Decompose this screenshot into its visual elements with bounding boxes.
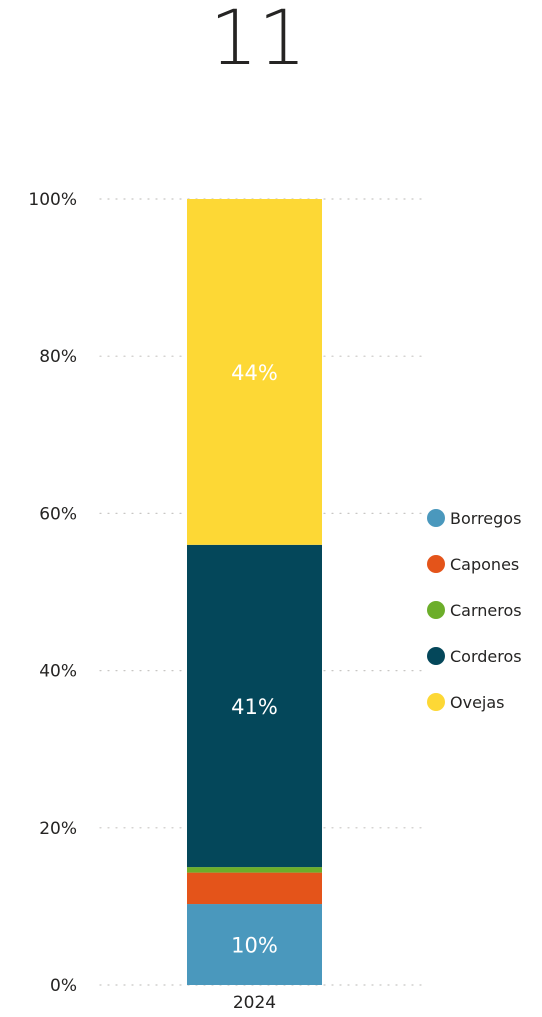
y-tick-label: 80% (39, 347, 77, 367)
legend-swatch (427, 693, 445, 711)
x-axis-ticks: 2024 (233, 993, 276, 1013)
bar-segments (187, 199, 322, 985)
legend-item-capones[interactable]: Capones (427, 555, 519, 574)
legend-item-carneros[interactable]: Carneros (427, 601, 522, 620)
y-tick-label: 60% (39, 504, 77, 524)
legend-item-borregos[interactable]: Borregos (427, 509, 521, 528)
bar-segment-capones[interactable] (187, 872, 322, 905)
y-tick-label: 20% (39, 819, 77, 839)
bar-segment-carneros[interactable] (187, 867, 322, 873)
y-axis-ticks: 0% 20% 40% 60% 80% 100% (28, 190, 77, 996)
legend-label: Capones (450, 555, 519, 574)
card-value: 11 (210, 0, 307, 82)
legend-item-ovejas[interactable]: Ovejas (427, 693, 505, 712)
y-tick-label: 0% (50, 976, 77, 996)
legend-label: Borregos (450, 509, 521, 528)
legend[interactable]: Borregos Capones Carneros Corderos Ovejas (427, 509, 522, 712)
y-tick-label: 40% (39, 662, 77, 682)
data-labels: 10% 41% 44% (231, 361, 278, 958)
data-label-borregos: 10% (231, 934, 278, 958)
legend-label: Corderos (450, 647, 522, 666)
bar-segment-borregos[interactable] (187, 904, 322, 985)
legend-swatch (427, 601, 445, 619)
data-label-corderos: 41% (231, 695, 278, 719)
data-label-ovejas: 44% (231, 361, 278, 385)
x-tick-label: 2024 (233, 993, 276, 1013)
legend-item-corderos[interactable]: Corderos (427, 647, 522, 666)
legend-label: Ovejas (450, 693, 505, 712)
legend-swatch (427, 555, 445, 573)
legend-label: Carneros (450, 601, 522, 620)
y-tick-label: 100% (28, 190, 77, 210)
legend-swatch (427, 509, 445, 527)
legend-swatch (427, 647, 445, 665)
bar-segment-ovejas[interactable] (187, 199, 322, 545)
bar-segment-corderos[interactable] (187, 544, 322, 868)
